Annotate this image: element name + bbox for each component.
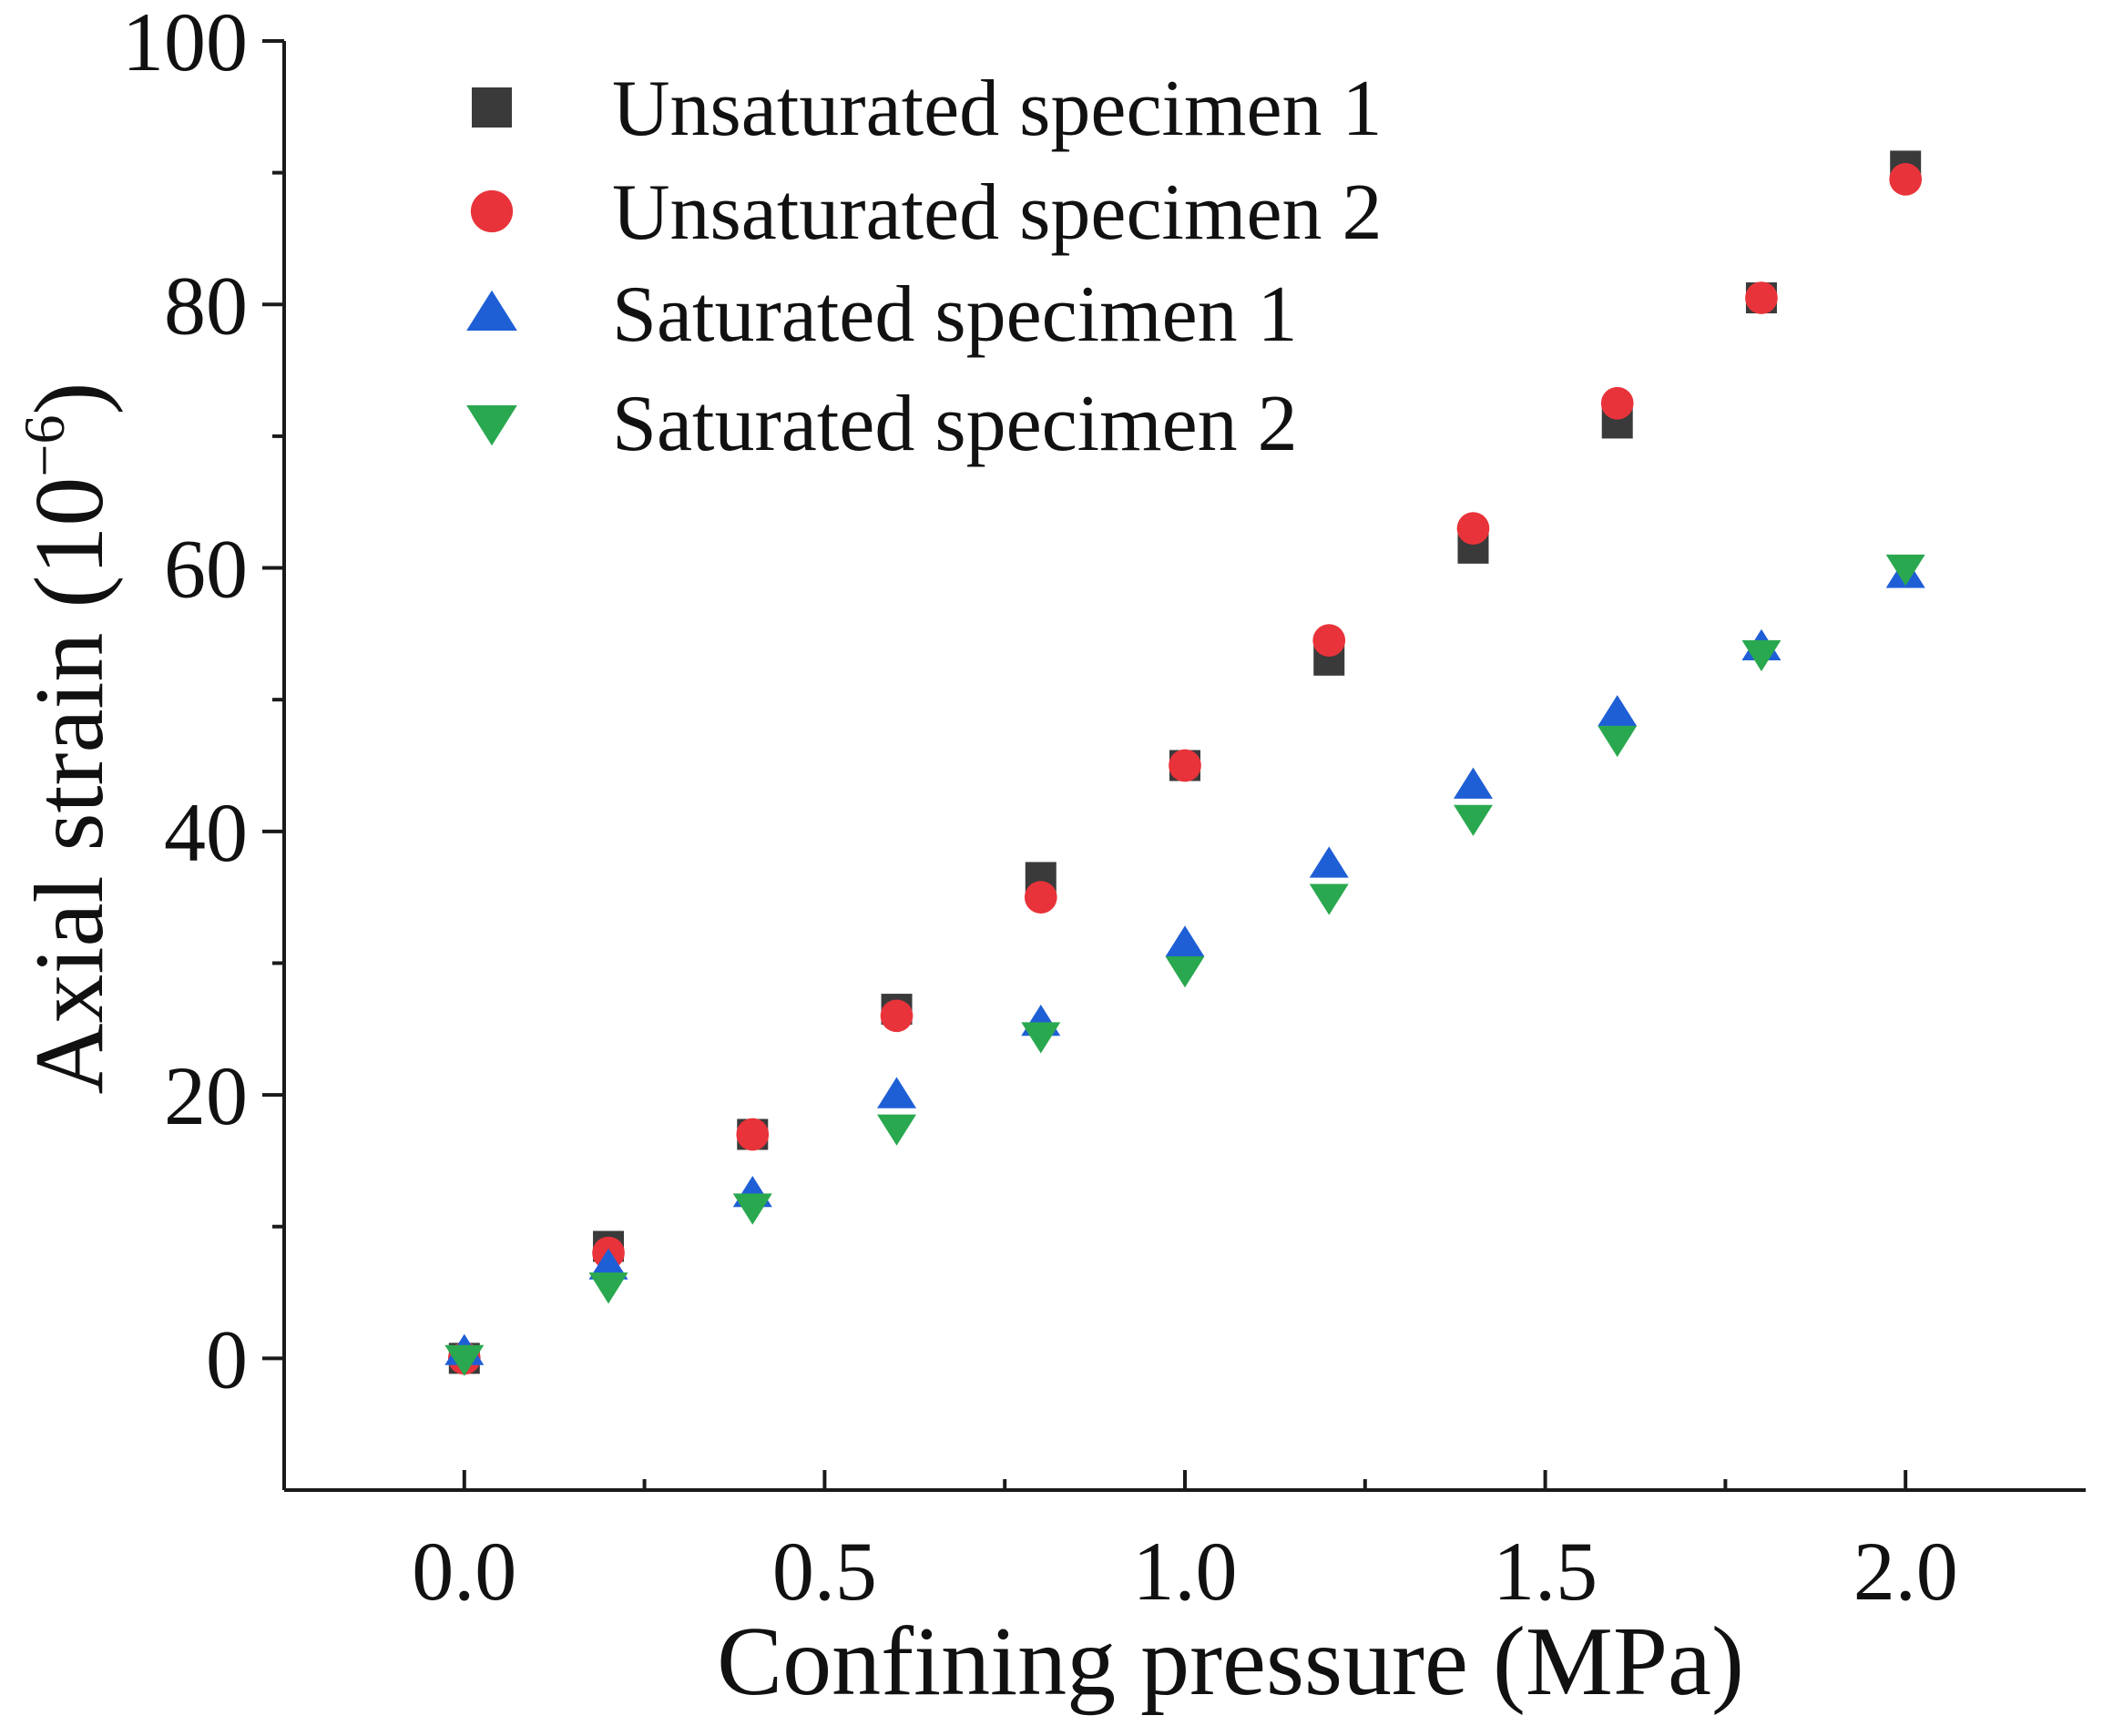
data-point [588, 1272, 628, 1304]
data-point [732, 1193, 772, 1225]
data-point [1312, 624, 1346, 657]
data-point [1169, 749, 1201, 782]
x-tick-label: 2.0 [1853, 1525, 1958, 1618]
y-tick-label: 0 [206, 1312, 248, 1405]
data-point [1456, 512, 1490, 546]
legend-marker [466, 405, 517, 446]
x-axis-title: Confining pressure (MPa) [717, 1608, 1744, 1716]
x-tick-label: 1.5 [1493, 1525, 1598, 1618]
data-point [1021, 1022, 1061, 1054]
y-axis-title: Axial strain (10−6) [12, 383, 124, 1095]
legend-marker [466, 290, 517, 331]
data-point [1309, 883, 1349, 915]
data-point [588, 1248, 628, 1280]
data-point [1165, 925, 1205, 957]
data-point [880, 999, 914, 1033]
legend-label: Saturated specimen 1 [612, 271, 1298, 359]
data-point [444, 1344, 485, 1376]
data-point [1598, 725, 1638, 758]
y-tick-label: 60 [164, 523, 248, 616]
x-tick-label: 0.5 [772, 1525, 877, 1618]
y-tick-label: 20 [164, 1049, 248, 1142]
y-tick-label: 80 [164, 259, 248, 352]
data-point [736, 1118, 770, 1151]
data-point [1745, 281, 1778, 314]
legend-marker [472, 87, 512, 128]
data-point [1453, 804, 1493, 836]
data-point [1600, 386, 1634, 420]
legend-label: Unsaturated specimen 1 [612, 65, 1383, 153]
data-point [1453, 767, 1493, 799]
y-axis-title-close: ) [15, 383, 124, 415]
data-point [1885, 554, 1925, 587]
legend-label: Saturated specimen 2 [612, 380, 1298, 468]
x-tick-label: 1.0 [1133, 1525, 1238, 1618]
legend-label: Unsaturated specimen 2 [612, 168, 1383, 257]
data-point [1024, 881, 1057, 914]
series-4 [444, 554, 1925, 1376]
data-point [1741, 639, 1781, 672]
data-point [877, 1077, 917, 1108]
data-points [444, 150, 1925, 1376]
x-axis-ticks: 0.0 0.5 1.0 1.5 2.0 [412, 1470, 1958, 1618]
data-point [1598, 695, 1638, 727]
data-point [1309, 846, 1349, 878]
x-tick-label: 0.0 [412, 1525, 516, 1618]
y-axis-ticks: 0 20 40 60 80 100 [122, 0, 284, 1405]
legend-marker [470, 189, 514, 233]
data-point [1889, 163, 1923, 196]
legend: Unsaturated specimen 1 Unsaturated specim… [466, 65, 1383, 468]
y-axis-title-exponent: −6 [12, 415, 77, 477]
y-tick-label: 100 [122, 0, 248, 88]
data-point [1165, 956, 1205, 988]
data-point [877, 1114, 917, 1146]
y-axis-title-main: Axial strain (10 [15, 477, 124, 1095]
y-tick-label: 40 [164, 786, 248, 879]
